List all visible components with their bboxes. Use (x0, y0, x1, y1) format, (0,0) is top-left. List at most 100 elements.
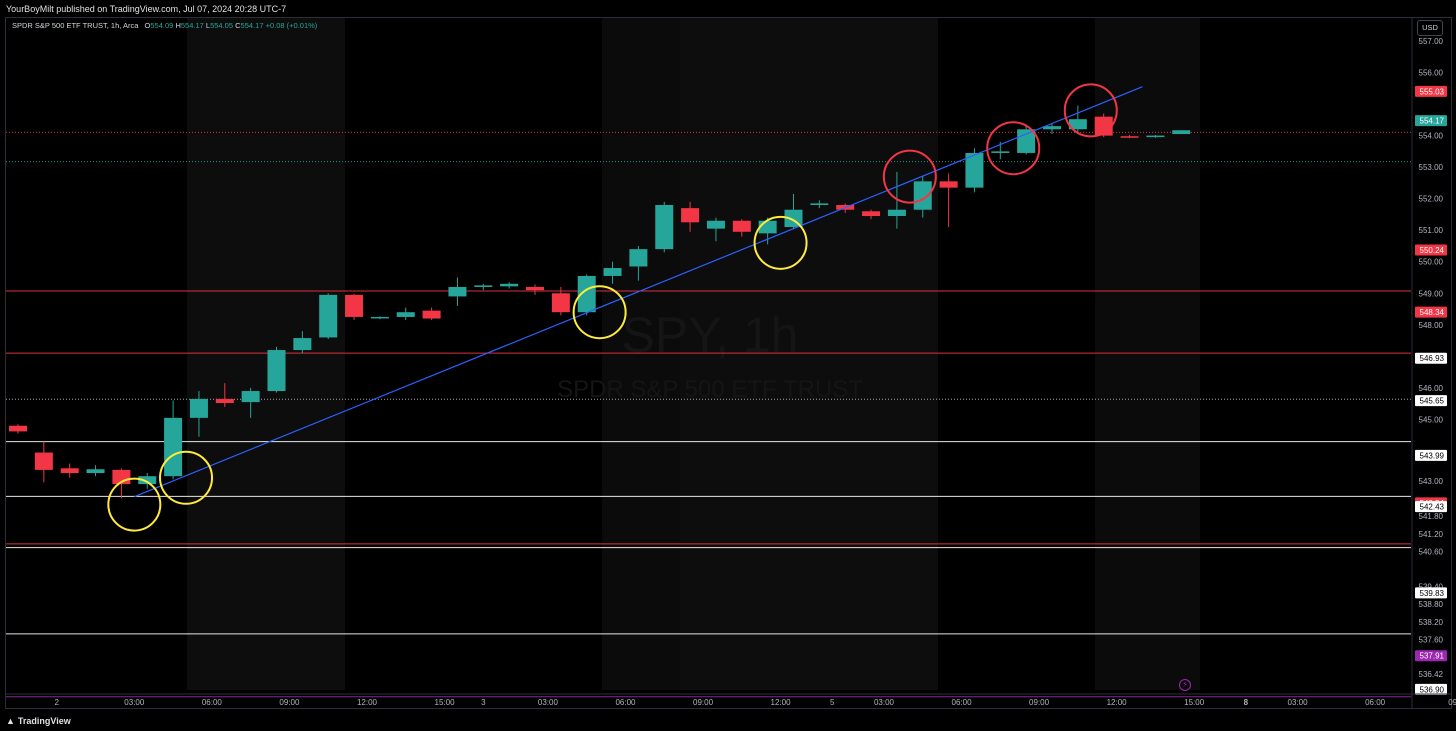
level-price-label: 545.65 (1420, 397, 1445, 406)
trendline-layer (134, 86, 1143, 498)
candle (526, 284, 544, 295)
level-price-tag (1415, 683, 1447, 695)
candle (1068, 105, 1087, 135)
level-price-label: 554.17 (1420, 117, 1445, 126)
candle-body (241, 391, 260, 403)
candle (810, 200, 829, 209)
level-price-labels: 555.03 554.17 550.24 548.34 546.93 545.65 543.… (1415, 85, 1447, 695)
candle (9, 424, 27, 434)
support-circle (572, 285, 627, 340)
legend-high: 554.17 (180, 21, 204, 30)
candle-body (164, 417, 183, 477)
time-axis[interactable]: 2 03:00 06:00 09:00 12:00 15:00 3 03:00 06:00 09:… (5, 693, 1456, 707)
session-band (345, 18, 602, 690)
candle (732, 219, 751, 237)
time-tick-label: 15:00 (1184, 698, 1205, 707)
publisher-line: YourBoyMilt published on TradingView.com… (6, 4, 287, 14)
candle (862, 209, 881, 220)
candle (551, 286, 570, 316)
support-circle (107, 477, 162, 532)
candle-body (396, 312, 415, 317)
lightning-icon[interactable]: ⚡ (1179, 679, 1191, 691)
candle (345, 293, 364, 321)
time-tick-label: 3 (481, 698, 486, 707)
legend-low: 554.05 (210, 21, 234, 30)
support-circle (753, 215, 808, 270)
tradingview-logo[interactable]: ▲ TradingView (6, 716, 71, 726)
price-tick-label: 556.00 (1419, 69, 1444, 78)
candle (474, 283, 493, 291)
level-price-tag (1415, 85, 1447, 97)
price-tick-label: 557.00 (1419, 37, 1444, 46)
level-price-tag (1415, 650, 1447, 662)
time-tick-label: 03:00 (874, 698, 895, 707)
candle (629, 245, 648, 281)
candle-body (862, 211, 881, 217)
level-price-tag (1415, 244, 1447, 256)
footer: ▲ TradingView (0, 710, 1456, 731)
price-tick-label: 548.00 (1419, 321, 1444, 330)
candle (34, 441, 53, 483)
candle-body (474, 285, 493, 287)
candle (655, 201, 674, 253)
candle-body (422, 310, 441, 319)
candle-body (345, 294, 364, 317)
price-tick-label: 541.20 (1419, 530, 1444, 539)
candle (319, 293, 338, 340)
candle-body (319, 294, 338, 338)
candle-body (1172, 130, 1191, 135)
price-tick-label: 540.60 (1419, 547, 1444, 556)
candle-body (293, 338, 312, 351)
level-price-label: 550.24 (1420, 246, 1445, 255)
level-price-label: 537.91 (1420, 652, 1445, 661)
candle-body (448, 286, 467, 297)
candle (396, 307, 415, 321)
price-tick-label: 537.60 (1419, 635, 1444, 644)
candle-body (939, 181, 958, 188)
price-tick-label: 546.00 (1419, 384, 1444, 393)
candle (189, 391, 208, 437)
candle (164, 400, 183, 480)
candle-body (706, 220, 725, 229)
candle-body (913, 181, 932, 210)
session-band (1200, 18, 1411, 690)
time-tick-label: 06:00 (615, 698, 636, 707)
tradingview-logo-icon: ▲ (6, 716, 15, 726)
candle (448, 277, 467, 306)
time-tick-label: 12:00 (1107, 698, 1128, 707)
candle-body (1120, 136, 1139, 138)
level-price-tag (1415, 395, 1447, 407)
candle-body (34, 452, 53, 470)
legend-high-label: H (175, 21, 181, 30)
price-tick-label: 541.80 (1419, 512, 1444, 521)
candle-body (9, 425, 27, 432)
candle-body (681, 208, 700, 223)
currency-button[interactable]: USD (1417, 20, 1443, 36)
candle (422, 307, 441, 321)
candle-body (86, 469, 105, 474)
time-tick-label: 09:00 (279, 698, 300, 707)
time-tick-label: 06:00 (952, 698, 973, 707)
price-tick-label: 551.00 (1419, 226, 1444, 235)
candle-body (138, 476, 157, 485)
candle-body (629, 249, 648, 267)
candle-body (810, 203, 829, 205)
legend-change: +0.08 (+0.01%) (265, 21, 318, 30)
candle-body (1068, 119, 1087, 130)
price-axis[interactable]: 557.00 556.00 554.00 553.00 552.00 551.00 550.… (1411, 17, 1444, 709)
time-tick-label: 5 (830, 698, 835, 707)
candle (267, 346, 286, 393)
horizontal-levels (6, 131, 1411, 731)
candle (913, 176, 932, 218)
resistance-circle (882, 149, 937, 204)
session-band (602, 18, 680, 690)
candle-body (758, 220, 777, 234)
time-tick-label: 06:00 (1365, 698, 1386, 707)
time-tick-label: 15:00 (435, 698, 456, 707)
price-tick-label: 553.00 (1419, 163, 1444, 172)
level-price-tag (1415, 352, 1447, 364)
candle-body (370, 316, 389, 319)
candle-body (655, 204, 674, 250)
legend-close: 554.17 (240, 21, 264, 30)
